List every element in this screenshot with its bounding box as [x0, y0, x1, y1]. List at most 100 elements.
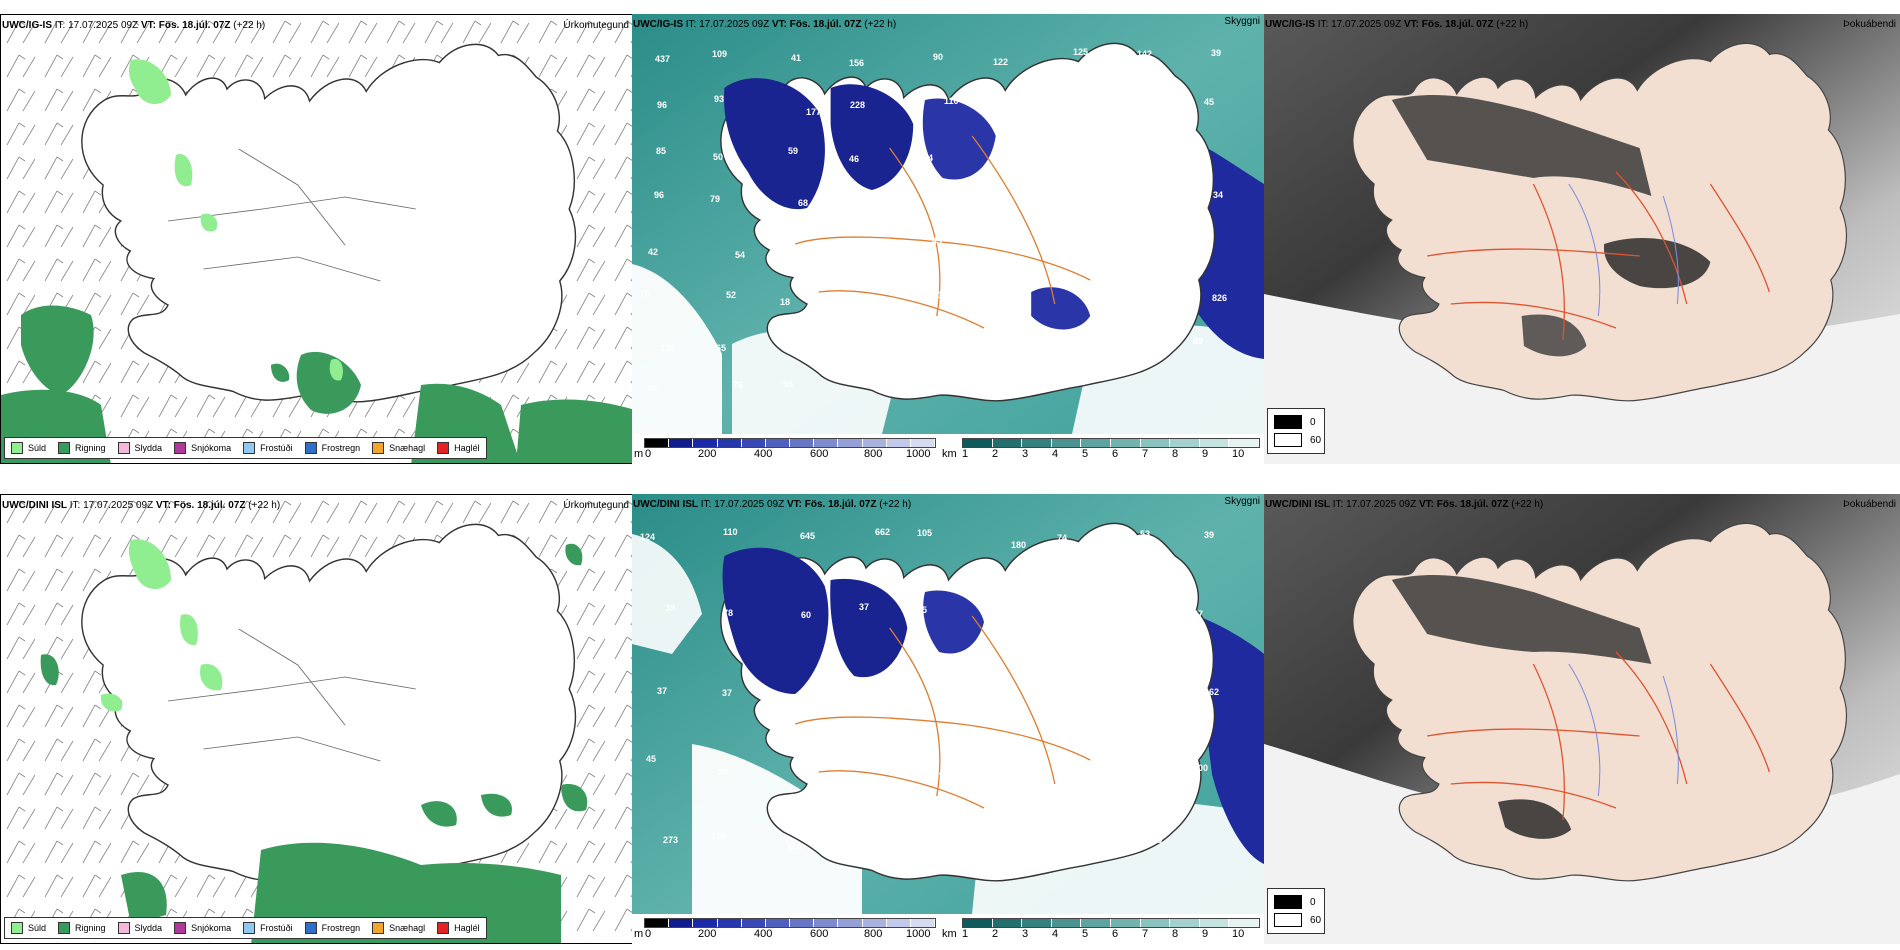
- visibility-value: 273: [663, 835, 678, 845]
- scale-color-cell: [963, 919, 993, 927]
- scale-color-cell: [741, 439, 766, 447]
- panel-type-title: Þokuábendi: [1843, 19, 1896, 30]
- visibility-value: 54: [998, 683, 1008, 693]
- visibility-value: 180: [1011, 540, 1026, 550]
- scale-color-cell: [1199, 919, 1230, 927]
- visibility-value: 65: [647, 383, 657, 393]
- legend-swatch: [372, 442, 385, 454]
- scale-color-cell: [1110, 439, 1141, 447]
- visibility-value: 50: [1127, 107, 1137, 117]
- ceiling-color-bar: [644, 438, 936, 448]
- legend-swatch: [117, 442, 130, 454]
- visibility-value: 37: [859, 602, 869, 612]
- visibility-value: 59: [994, 241, 1004, 251]
- visibility-tick: 2: [992, 928, 999, 940]
- fog-indicator-panel-bottom: UWC/DINI ISL IT: 17.07.2025 09Z VT: Fös.…: [1264, 494, 1900, 944]
- scale-color-cell: [765, 439, 791, 447]
- visibility-tick: 9: [1202, 928, 1209, 940]
- visibility-unit: km: [942, 928, 957, 940]
- visibility-value: 52: [1067, 195, 1077, 205]
- visibility-value: 156: [849, 58, 864, 68]
- visibility-tick: 7: [1142, 928, 1149, 940]
- visibility-value: 38: [999, 144, 1009, 154]
- visibility-value: 39: [1211, 48, 1221, 58]
- scale-strip: m 0 200 400 600 800 1000 km 1 2 3 4 5 6 …: [632, 434, 1264, 464]
- visibility-value: 74: [1057, 533, 1067, 543]
- visibility-value: 62: [1209, 687, 1219, 697]
- visibility-color-bar: [962, 438, 1260, 448]
- ceiling-tick: 400: [754, 928, 773, 940]
- ceiling-tick: 1000: [906, 448, 931, 460]
- visibility-value: 54: [735, 250, 745, 260]
- panel-type-title: Skyggni: [1224, 496, 1260, 507]
- legend-item: Snjókoma: [174, 442, 231, 454]
- legend-swatch: [174, 442, 187, 454]
- visibility-value: 142: [1137, 49, 1152, 59]
- legend-item: Haglél: [437, 442, 480, 454]
- scale-color-cell: [693, 439, 718, 447]
- visibility-value: 662: [875, 527, 890, 537]
- visibility-value: 75: [860, 296, 870, 306]
- scale-color-cell: [1022, 439, 1052, 447]
- visibility-value: 826: [1212, 293, 1227, 303]
- visibility-value: 110: [869, 245, 884, 255]
- visibility-value: 93: [783, 379, 793, 389]
- precip-type-panel-bottom: UWC/DINI ISL IT: 17.07.2025 09Z VT: Fös.…: [0, 494, 634, 944]
- fog-map-top: [1264, 14, 1900, 464]
- legend-swatch: [58, 442, 71, 454]
- scale-color-cell: [1051, 439, 1082, 447]
- visibility-value: 96: [657, 100, 667, 110]
- visibility-value-labels: 437 109 41 156 90 122 125 142 39 96 93 177 228 110 369…: [640, 47, 1227, 393]
- visibility-panel-top: 437 109 41 156 90 122 125 142 39 96 93 177 228 110 369…: [632, 14, 1264, 464]
- ceiling-tick: 800: [864, 928, 883, 940]
- visibility-value: 53: [849, 331, 859, 341]
- visibility-value: 90: [933, 52, 943, 62]
- visibility-value-labels: 124 110 645 662 105 180 74 53 39 39 78 60 37 65 156 63 5…: [640, 527, 1219, 853]
- legend-item: Rigning: [58, 922, 106, 934]
- visibility-value: 110: [723, 527, 738, 537]
- visibility-value: 45: [929, 195, 939, 205]
- visibility-tick: 6: [1112, 448, 1119, 460]
- legend-swatch: [117, 922, 130, 934]
- visibility-value: 79: [932, 841, 942, 851]
- visibility-value: 68: [798, 198, 808, 208]
- visibility-value: 45: [1204, 97, 1214, 107]
- scale-color-cell: [1229, 439, 1259, 447]
- visibility-value: 70: [640, 289, 650, 299]
- panel-header: UWC/IG-IS IT: 17.07.2025 09Z VT: Fös. 18…: [2, 20, 266, 31]
- legend-swatch: [58, 922, 71, 934]
- visibility-value: 43: [932, 236, 942, 246]
- legend-item: Snæhagl: [372, 442, 425, 454]
- scale-color-cell: [645, 439, 670, 447]
- fog-indicator-panel-top: UWC/IG-IS IT: 17.07.2025 09Z VT: Fös. 18…: [1264, 14, 1900, 464]
- legend-item: Súld: [11, 922, 46, 934]
- scale-color-cell: [1110, 919, 1141, 927]
- legend-swatch: [11, 442, 23, 454]
- scale-color-cell: [1081, 919, 1111, 927]
- ceiling-tick: 400: [754, 448, 773, 460]
- scale-strip: m 0 200 400 600 800 1000 km 1 2 3 4 5 6 …: [632, 914, 1264, 944]
- ceiling-unit: m: [634, 448, 644, 460]
- visibility-value: 57: [806, 248, 816, 258]
- visibility-value: 90: [1145, 150, 1155, 160]
- legend-swatch: [437, 922, 450, 934]
- visibility-tick: 8: [1172, 448, 1179, 460]
- ceiling-color-bar: [644, 918, 936, 928]
- ceiling-tick: 600: [810, 448, 829, 460]
- scale-color-cell: [814, 439, 839, 447]
- visibility-value: 38: [1002, 760, 1012, 770]
- visibility-value: 85: [656, 146, 666, 156]
- visibility-tick: 9: [1202, 448, 1209, 460]
- fog-map-bottom: [1264, 494, 1900, 944]
- visibility-value: 46: [849, 154, 859, 164]
- visibility-value: 120: [1130, 192, 1145, 202]
- visibility-value: 51: [1139, 614, 1149, 624]
- visibility-tick: 1: [962, 448, 969, 460]
- panel-type-title: Þokuábendi: [1843, 499, 1896, 510]
- visibility-value: 37: [657, 686, 667, 696]
- legend-item: Frostregn: [304, 442, 360, 454]
- visibility-value: 65: [875, 193, 885, 203]
- scale-color-cell: [1229, 919, 1259, 927]
- visibility-tick: 3: [1022, 448, 1029, 460]
- visibility-value: 172: [1060, 242, 1075, 252]
